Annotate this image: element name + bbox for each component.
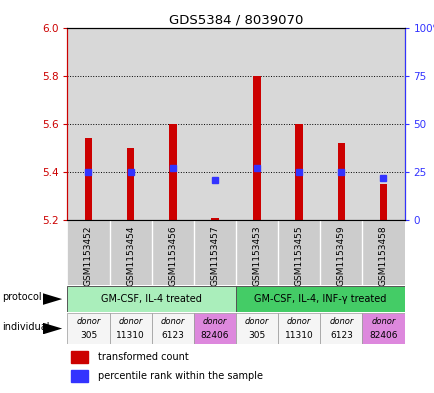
Bar	[168, 124, 176, 220]
Polygon shape	[43, 293, 62, 305]
Text: GSM1153458: GSM1153458	[378, 225, 387, 286]
Text: 305: 305	[80, 331, 97, 340]
Text: donor: donor	[118, 317, 142, 326]
Text: 11310: 11310	[116, 331, 145, 340]
Bar	[319, 220, 362, 285]
Bar	[71, 371, 88, 382]
Text: 305: 305	[248, 331, 265, 340]
Bar	[235, 220, 277, 285]
Bar	[362, 313, 404, 344]
Text: 82406: 82406	[200, 331, 229, 340]
Bar	[151, 313, 194, 344]
Text: donor: donor	[160, 317, 184, 326]
Bar	[210, 218, 218, 220]
Text: percentile rank within the sample: percentile rank within the sample	[98, 371, 262, 382]
Bar	[85, 138, 92, 220]
Text: GM-CSF, IL-4, INF-γ treated: GM-CSF, IL-4, INF-γ treated	[253, 294, 385, 304]
Text: GSM1153454: GSM1153454	[126, 225, 135, 286]
Bar	[67, 313, 109, 344]
Bar	[235, 313, 277, 344]
Text: GSM1153455: GSM1153455	[294, 225, 303, 286]
Bar	[109, 220, 151, 285]
Bar	[127, 148, 134, 220]
Text: donor: donor	[76, 317, 100, 326]
Text: donor: donor	[202, 317, 227, 326]
Text: donor: donor	[329, 317, 353, 326]
Bar	[194, 313, 236, 344]
Text: GSM1153452: GSM1153452	[84, 225, 93, 286]
Bar	[277, 220, 319, 285]
Bar	[151, 220, 194, 285]
Text: 11310: 11310	[284, 331, 313, 340]
Text: GSM1153459: GSM1153459	[336, 225, 345, 286]
Text: individual: individual	[2, 321, 49, 332]
Text: GM-CSF, IL-4 treated: GM-CSF, IL-4 treated	[101, 294, 202, 304]
Bar	[319, 313, 362, 344]
Text: GSM1153456: GSM1153456	[168, 225, 177, 286]
Title: GDS5384 / 8039070: GDS5384 / 8039070	[168, 13, 302, 26]
Bar	[362, 220, 404, 285]
Text: 6123: 6123	[161, 331, 184, 340]
Text: donor: donor	[244, 317, 269, 326]
Text: GSM1153453: GSM1153453	[252, 225, 261, 286]
Text: 82406: 82406	[368, 331, 397, 340]
Bar	[71, 351, 88, 363]
Bar	[277, 313, 319, 344]
Bar	[235, 286, 404, 312]
Bar	[337, 143, 344, 220]
Text: protocol: protocol	[2, 292, 42, 302]
Bar	[109, 313, 151, 344]
Text: donor: donor	[286, 317, 311, 326]
Text: donor: donor	[371, 317, 395, 326]
Text: GSM1153457: GSM1153457	[210, 225, 219, 286]
Bar	[295, 124, 302, 220]
Bar	[379, 184, 386, 220]
Bar	[253, 75, 260, 220]
Polygon shape	[43, 323, 62, 334]
Text: 6123: 6123	[329, 331, 352, 340]
Text: transformed count: transformed count	[98, 352, 188, 362]
Bar	[67, 286, 235, 312]
Bar	[194, 220, 236, 285]
Bar	[67, 220, 109, 285]
